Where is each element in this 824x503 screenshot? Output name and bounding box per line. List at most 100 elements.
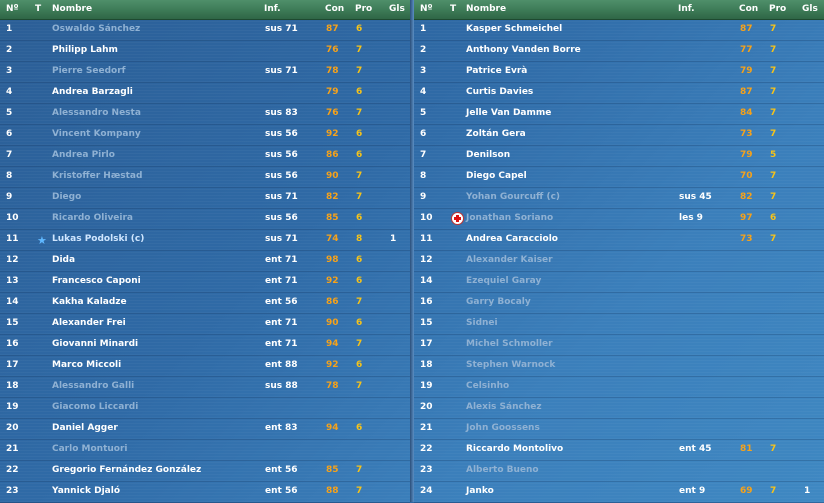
- header-gls[interactable]: Gls: [389, 4, 405, 14]
- table-row[interactable]: 17 Marco Miccoli ent 88 92 6: [0, 355, 410, 377]
- table-row[interactable]: 5 Alessandro Nesta sus 83 76 7: [0, 103, 410, 125]
- player-form: 6: [356, 276, 363, 286]
- player-number: 6: [420, 129, 427, 139]
- table-row[interactable]: 16 Giovanni Minardi ent 71 94 7: [0, 334, 410, 356]
- player-condition: 86: [326, 297, 339, 307]
- table-row[interactable]: 17 Michel Schmoller: [414, 334, 824, 356]
- player-condition: 94: [326, 339, 339, 349]
- table-row[interactable]: 13 Francesco Caponi ent 71 92 6: [0, 271, 410, 293]
- right-table-header: Nº T Nombre Inf. Con Pro Gls: [414, 0, 824, 20]
- player-form: 7: [770, 234, 777, 244]
- table-row[interactable]: 23 Alberto Bueno: [414, 460, 824, 482]
- player-number: 20: [6, 423, 19, 433]
- table-row[interactable]: 7 Andrea Pirlo sus 56 86 6: [0, 145, 410, 167]
- table-row[interactable]: 7 Denilson 79 5: [414, 145, 824, 167]
- table-row[interactable]: 20 Alexis Sánchez: [414, 397, 824, 419]
- table-row[interactable]: 3 Patrice Evrà 79 7: [414, 61, 824, 83]
- player-form: 7: [770, 108, 777, 118]
- table-row[interactable]: 18 Alessandro Galli sus 88 78 7: [0, 376, 410, 398]
- player-number: 3: [6, 66, 13, 76]
- table-row[interactable]: 11 Lukas Podolski (c) sus 71 74 8 1 ★: [0, 229, 410, 251]
- table-row[interactable]: 9 Diego sus 71 82 7: [0, 187, 410, 209]
- header-con[interactable]: Con: [739, 4, 759, 14]
- table-row[interactable]: 8 Kristoffer Hæstad sus 56 90 7: [0, 166, 410, 188]
- player-form: 8: [356, 234, 363, 244]
- player-info: sus 71: [265, 192, 298, 202]
- table-row[interactable]: 4 Andrea Barzagli 79 6: [0, 82, 410, 104]
- player-info: ent 45: [679, 444, 712, 454]
- table-row[interactable]: 21 John Goossens: [414, 418, 824, 440]
- player-number: 23: [6, 486, 19, 496]
- player-info: sus 56: [265, 150, 298, 160]
- injury-cross-icon: [452, 213, 463, 224]
- table-row[interactable]: 22 Gregorio Fernández González ent 56 85 7: [0, 460, 410, 482]
- player-name: Sidnei: [466, 318, 498, 328]
- table-row[interactable]: 14 Ezequiel Garay: [414, 271, 824, 293]
- player-number: 2: [6, 45, 13, 55]
- player-number: 23: [420, 465, 433, 475]
- player-condition: 87: [740, 24, 753, 34]
- player-condition: 87: [326, 24, 339, 34]
- table-row[interactable]: 21 Carlo Montuori: [0, 439, 410, 461]
- table-row[interactable]: 6 Zoltán Gera 73 7: [414, 124, 824, 146]
- table-row[interactable]: 9 Yohan Gourcuff (c) sus 45 82 7: [414, 187, 824, 209]
- header-name[interactable]: Nombre: [466, 4, 507, 14]
- player-info: ent 88: [265, 360, 298, 370]
- table-row[interactable]: 1 Kasper Schmeichel 87 7: [414, 19, 824, 41]
- player-condition: 78: [326, 66, 339, 76]
- table-row[interactable]: 19 Celsinho: [414, 376, 824, 398]
- player-name: Anthony Vanden Borre: [466, 45, 581, 55]
- player-name: Janko: [466, 486, 494, 496]
- table-row[interactable]: 10 Ricardo Oliveira sus 56 85 6: [0, 208, 410, 230]
- header-num[interactable]: Nº: [6, 4, 19, 14]
- table-row[interactable]: 18 Stephen Warnock: [414, 355, 824, 377]
- header-pro[interactable]: Pro: [355, 4, 373, 14]
- table-row[interactable]: 22 Riccardo Montolivo ent 45 81 7: [414, 439, 824, 461]
- table-row[interactable]: 10 Jonathan Soriano les 9 97 6: [414, 208, 824, 230]
- table-row[interactable]: 24 Janko ent 9 69 7 1: [414, 481, 824, 503]
- table-row[interactable]: 8 Diego Capel 70 7: [414, 166, 824, 188]
- table-row[interactable]: 1 Oswaldo Sánchez sus 71 87 6: [0, 19, 410, 41]
- table-row[interactable]: 15 Sidnei: [414, 313, 824, 335]
- header-t[interactable]: T: [35, 4, 42, 14]
- header-inf[interactable]: Inf.: [678, 4, 695, 14]
- table-row[interactable]: 2 Anthony Vanden Borre 77 7: [414, 40, 824, 62]
- player-name: Alessandro Galli: [52, 381, 135, 391]
- player-number: 2: [420, 45, 427, 55]
- table-row[interactable]: 23 Yannick Djaló ent 56 88 7: [0, 481, 410, 503]
- player-name: Vincent Kompany: [52, 129, 141, 139]
- player-number: 18: [420, 360, 433, 370]
- header-gls[interactable]: Gls: [802, 4, 818, 14]
- header-con[interactable]: Con: [325, 4, 345, 14]
- player-condition: 94: [326, 423, 339, 433]
- header-pro[interactable]: Pro: [769, 4, 787, 14]
- header-num[interactable]: Nº: [420, 4, 433, 14]
- table-row[interactable]: 19 Giacomo Liccardi: [0, 397, 410, 419]
- table-row[interactable]: 2 Philipp Lahm 76 7: [0, 40, 410, 62]
- table-row[interactable]: 11 Andrea Caracciolo 73 7: [414, 229, 824, 251]
- player-number: 22: [6, 465, 19, 475]
- player-number: 11: [6, 234, 19, 244]
- header-name[interactable]: Nombre: [52, 4, 93, 14]
- header-t[interactable]: T: [450, 4, 457, 14]
- table-row[interactable]: 4 Curtis Davies 87 7: [414, 82, 824, 104]
- player-name: Denilson: [466, 150, 511, 160]
- table-row[interactable]: 12 Alexander Kaiser: [414, 250, 824, 272]
- player-name: Alexander Kaiser: [466, 255, 553, 265]
- player-info: sus 71: [265, 24, 298, 34]
- player-name: Jelle Van Damme: [466, 108, 552, 118]
- player-condition: 92: [326, 276, 339, 286]
- player-name: Kasper Schmeichel: [466, 24, 563, 34]
- table-row[interactable]: 20 Daniel Agger ent 83 94 6: [0, 418, 410, 440]
- player-condition: 98: [326, 255, 339, 265]
- table-row[interactable]: 12 Dida ent 71 98 6: [0, 250, 410, 272]
- table-row[interactable]: 14 Kakha Kaladze ent 56 86 7: [0, 292, 410, 314]
- table-row[interactable]: 6 Vincent Kompany sus 56 92 6: [0, 124, 410, 146]
- table-row[interactable]: 5 Jelle Van Damme 84 7: [414, 103, 824, 125]
- table-row[interactable]: 16 Garry Bocaly: [414, 292, 824, 314]
- player-name: Kakha Kaladze: [52, 297, 127, 307]
- player-form: 6: [356, 360, 363, 370]
- table-row[interactable]: 15 Alexander Frei ent 71 90 6: [0, 313, 410, 335]
- table-row[interactable]: 3 Pierre Seedorf sus 71 78 7: [0, 61, 410, 83]
- header-inf[interactable]: Inf.: [264, 4, 281, 14]
